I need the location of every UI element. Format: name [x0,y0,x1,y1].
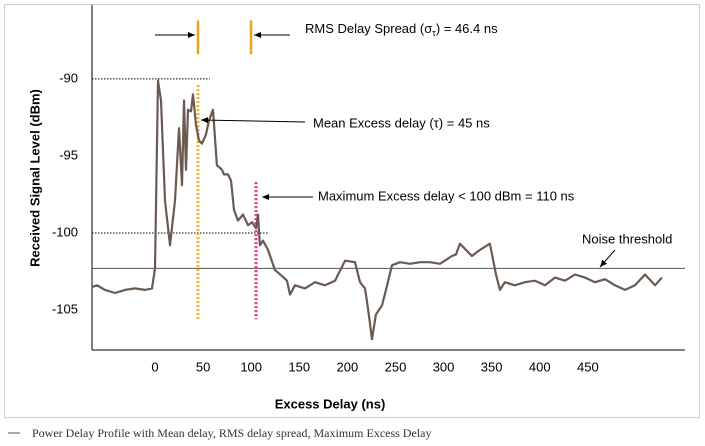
mean-delay-label: Mean Excess delay (τ) = 45 ns [313,115,490,130]
arrow [599,249,616,268]
max-delay-label: Maximum Excess delay < 100 dBm = 110 ns [318,188,575,203]
rms-label-part: ) = 46.4 ns [436,21,498,36]
y-tick-label: -95 [59,147,78,162]
y-tick-label: -100 [52,224,78,239]
plot: -90 -95 -100 -105 0 50 100 150 200 250 300 350 400 45… [52,5,685,374]
rms-label-part: τ [432,28,436,38]
rms-label-part: RMS Delay Spread ( [305,21,425,36]
x-tick-label: 50 [196,359,210,374]
x-tick-label: 100 [240,359,262,374]
x-tick-label: 0 [151,359,158,374]
x-tick-label: 300 [433,359,455,374]
signal-line [91,79,663,341]
caption: Power Delay Profile with Mean delay, RMS… [32,426,431,440]
arrow [200,117,306,124]
x-tick-label: 250 [385,359,407,374]
x-axis-label: Excess Delay (ns) [275,396,386,411]
x-tick-label: 200 [337,359,359,374]
y-axis-label: Received Signal Level (dBm) [27,89,42,267]
x-tick-label: 350 [481,359,503,374]
x-tick-label: 150 [288,359,310,374]
x-tick-label: 400 [529,359,551,374]
rms-label: RMS Delay Spread (στ) = 46.4 ns [305,21,498,38]
y-tick-label: -105 [52,301,78,316]
y-tick-label: -90 [59,70,78,85]
x-tick-label: 450 [577,359,599,374]
rms-label-part: σ [424,21,432,36]
chart-frame [4,4,700,418]
noise-label: Noise threshold [582,231,672,246]
